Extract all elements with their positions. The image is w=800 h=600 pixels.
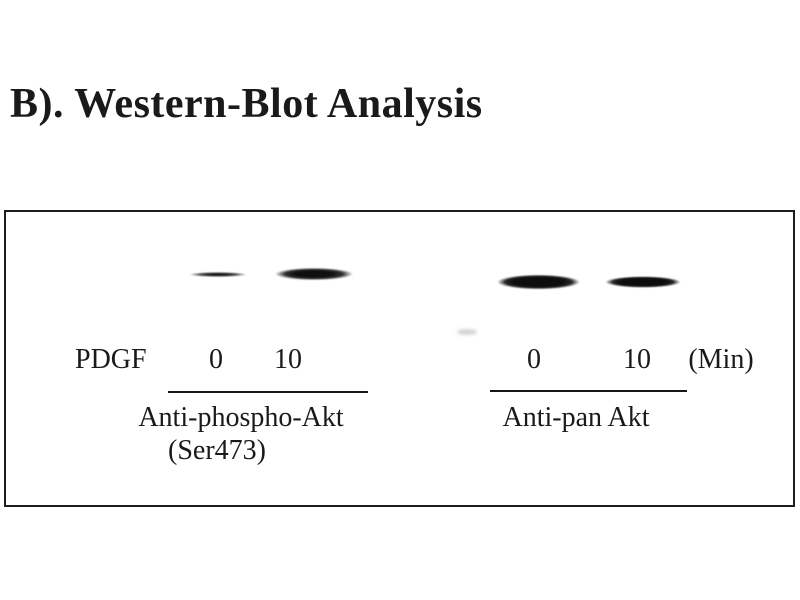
lane-time-phospho-0: 0 [209, 344, 223, 375]
group-underline-phospho [168, 391, 368, 393]
lane-time-pan-0: 0 [527, 344, 541, 375]
band-phospho-akt-0min [178, 271, 258, 278]
antibody-label-phospho: Anti-phospho-Akt [138, 402, 344, 433]
antibody-label-pan: Anti-pan Akt [502, 402, 650, 433]
band-phospho-akt-10min [264, 266, 364, 282]
band-pan-akt-0min [488, 273, 589, 291]
group-underline-pan [490, 390, 687, 392]
antibody-detail-phospho: (Ser473) [168, 435, 266, 466]
lane-time-pan-10: 10 [623, 344, 651, 375]
blot-panel: PDGF 0 10 0 10 (Min) Anti-phospho-Akt (S… [4, 210, 795, 507]
band-pan-akt-10min [597, 275, 689, 289]
lane-time-phospho-10: 10 [274, 344, 302, 375]
time-unit-label: (Min) [688, 344, 754, 375]
film-smudge-artifact [457, 329, 477, 335]
treatment-label: PDGF [75, 344, 147, 375]
figure-title: B). Western-Blot Analysis [10, 81, 483, 127]
